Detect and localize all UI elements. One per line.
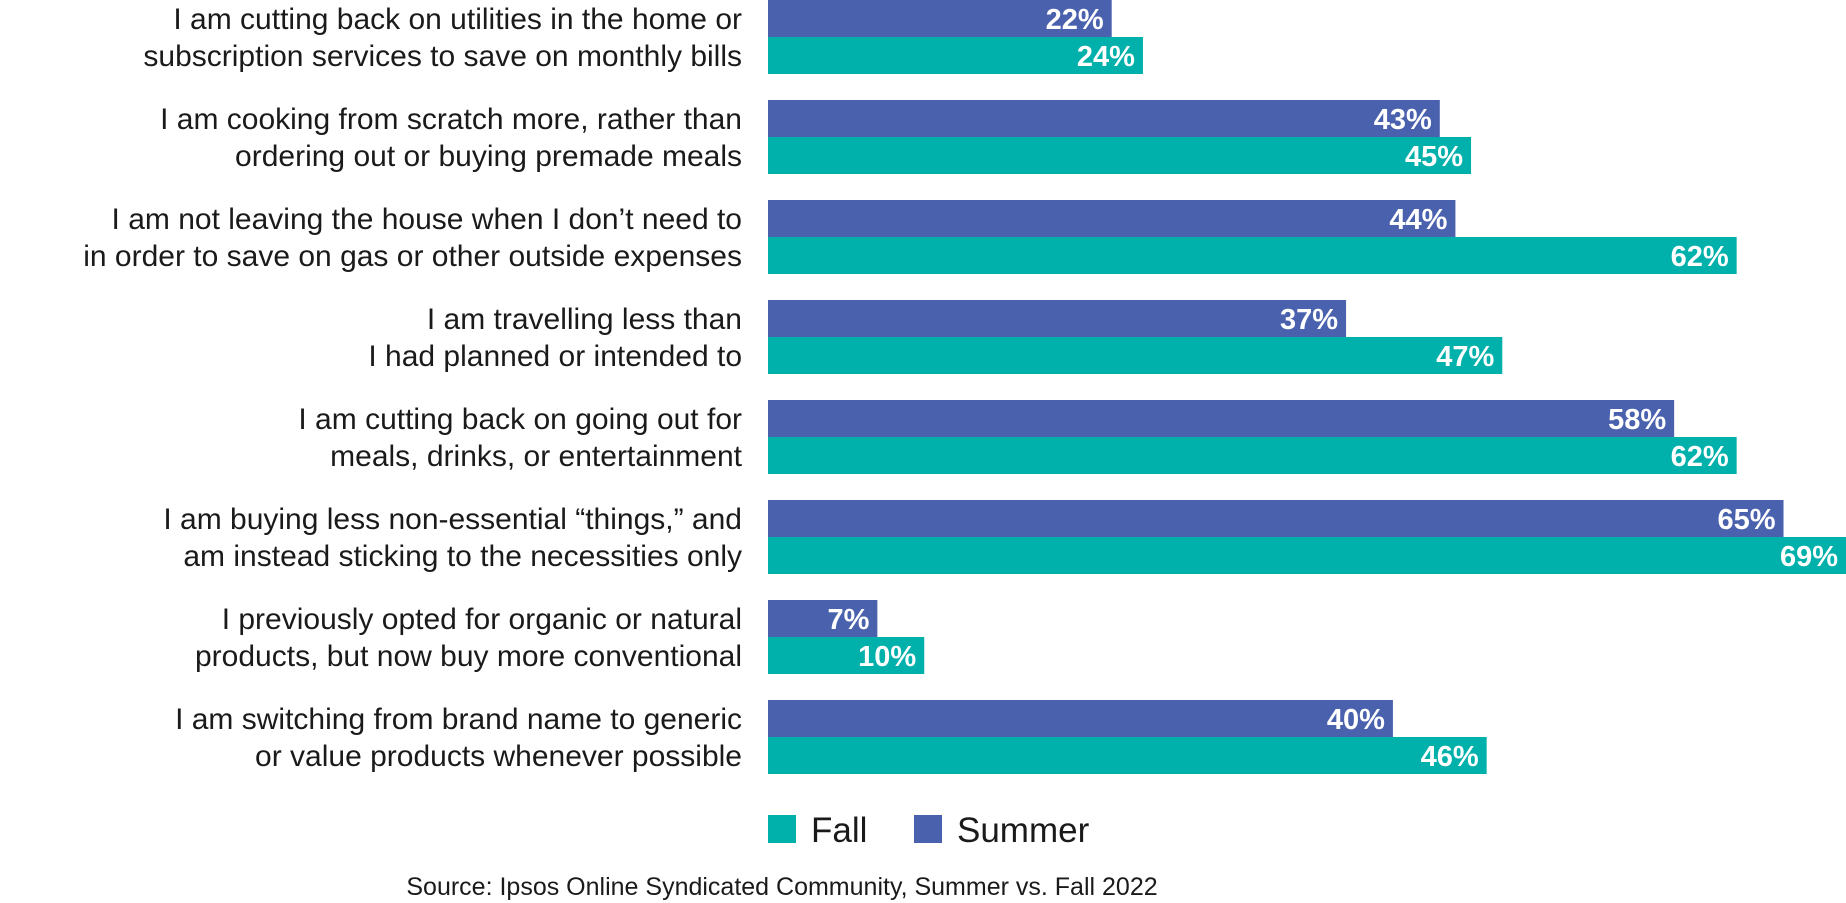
- legend-label-fall: Fall: [811, 811, 867, 850]
- bar-fall: [768, 737, 1487, 774]
- value-label-summer: 37%: [1280, 304, 1338, 336]
- category-label-line: I am cutting back on going out for: [298, 403, 742, 436]
- category-label-line: subscription services to save on monthly…: [143, 40, 742, 73]
- value-label-summer: 7%: [827, 604, 869, 636]
- value-label-fall: 10%: [858, 641, 916, 673]
- category-label-line: I am switching from brand name to generi…: [175, 703, 742, 736]
- category-label-line: I am buying less non-essential “things,”…: [163, 503, 742, 536]
- category-label-line: in order to save on gas or other outside…: [83, 240, 742, 273]
- category-label: I am buying less non-essential “things,”…: [163, 503, 742, 573]
- value-label-summer: 40%: [1327, 704, 1385, 736]
- legend-swatch-summer: [914, 815, 942, 843]
- bar-summer: [768, 500, 1784, 537]
- category-label-line: ordering out or buying premade meals: [235, 140, 742, 173]
- value-label-summer: 22%: [1046, 4, 1104, 36]
- category-label-line: am instead sticking to the necessities o…: [183, 540, 742, 573]
- category-label-line: I am cutting back on utilities in the ho…: [173, 3, 742, 36]
- category-label-line: I had planned or intended to: [368, 340, 742, 373]
- value-label-fall: 62%: [1671, 441, 1729, 473]
- category-label: I am cooking from scratch more, rather t…: [160, 103, 742, 173]
- bar-fall: [768, 537, 1846, 574]
- value-label-fall: 45%: [1405, 141, 1463, 173]
- bar-fall: [768, 37, 1143, 74]
- value-label-fall: 24%: [1077, 41, 1135, 73]
- category-label: I am switching from brand name to generi…: [175, 703, 742, 773]
- bar-fall: [768, 237, 1737, 274]
- category-label-line: products, but now buy more conventional: [195, 640, 742, 673]
- category-label-line: meals, drinks, or entertainment: [330, 440, 743, 473]
- bar-summer: [768, 600, 878, 637]
- category-label-line: I previously opted for organic or natura…: [222, 603, 742, 636]
- category-label: I previously opted for organic or natura…: [195, 603, 742, 673]
- bar-summer: [768, 200, 1456, 237]
- value-label-fall: 69%: [1780, 541, 1838, 573]
- bar-fall: [768, 437, 1737, 474]
- category-label-line: I am cooking from scratch more, rather t…: [160, 103, 742, 136]
- bar-fall: [768, 137, 1472, 174]
- category-label-line: I am travelling less than: [427, 303, 742, 336]
- value-label-summer: 65%: [1717, 504, 1775, 536]
- value-label-summer: 58%: [1608, 404, 1666, 436]
- bar-fall: [768, 337, 1503, 374]
- category-label-line: I am not leaving the house when I don’t …: [112, 203, 742, 236]
- category-label: I am cutting back on utilities in the ho…: [143, 3, 742, 73]
- category-label: I am cutting back on going out for meals,…: [298, 403, 742, 473]
- bar-summer: [768, 100, 1440, 137]
- source-note: Source: Ipsos Online Syndicated Communit…: [406, 873, 1157, 901]
- category-label-line: or value products whenever possible: [255, 740, 742, 773]
- value-label-fall: 62%: [1671, 241, 1729, 273]
- value-label-fall: 46%: [1421, 741, 1479, 773]
- bar-summer: [768, 0, 1112, 37]
- value-label-fall: 47%: [1436, 341, 1494, 373]
- category-label: I am travelling less than I had planned o…: [368, 303, 742, 373]
- value-label-summer: 44%: [1389, 204, 1447, 236]
- value-labels: 22%24%43%45%44%62%37%47%58%62%65%69%7%10…: [827, 4, 1838, 773]
- legend-label-summer: Summer: [957, 811, 1090, 850]
- legend: Fall Summer: [768, 811, 1090, 850]
- bar-summer: [768, 300, 1347, 337]
- bar-summer: [768, 700, 1393, 737]
- category-label: I am not leaving the house when I don’t …: [83, 203, 742, 273]
- value-label-summer: 43%: [1374, 104, 1432, 136]
- legend-swatch-fall: [768, 815, 796, 843]
- bar-fall: [768, 637, 925, 674]
- bars: [768, 0, 1846, 774]
- category-labels: I am cutting back on utilities in the ho…: [83, 3, 742, 773]
- bar-summer: [768, 400, 1675, 437]
